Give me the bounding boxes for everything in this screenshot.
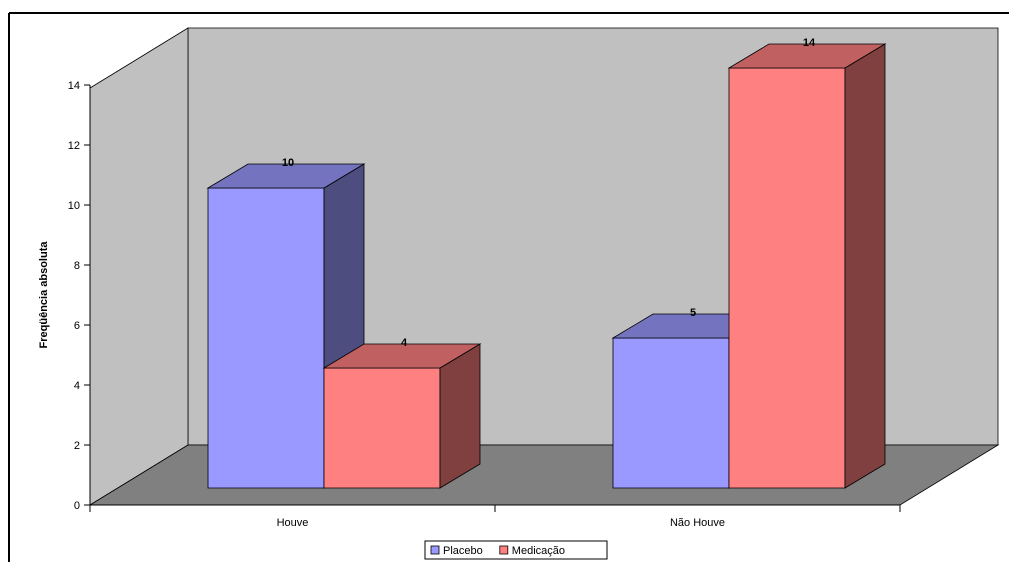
side-wall (89, 27, 189, 506)
data-label: 5 (690, 307, 696, 319)
data-label: 10 (282, 157, 294, 169)
data-label: 4 (401, 337, 408, 349)
x-category-label: Houve (277, 517, 309, 529)
y-tick-label: 2 (74, 440, 80, 452)
legend-label: Medicação (512, 545, 565, 557)
legend: Placebo Medicação (424, 540, 608, 560)
bar-side (439, 343, 481, 489)
bar-side (844, 43, 886, 489)
x-category-label: Não Houve (670, 517, 725, 529)
bar-top (727, 43, 887, 69)
y-tick-label: 8 (74, 260, 80, 272)
y-tick-label: 4 (74, 380, 80, 392)
y-axis-title: Freqüência absoluta (38, 241, 50, 349)
bar-front (323, 367, 441, 489)
legend-swatch (430, 545, 440, 555)
legend-label: Placebo (443, 545, 483, 557)
bar-front (612, 337, 730, 489)
bar-front (207, 187, 325, 489)
y-tick-label: 0 (74, 500, 80, 512)
bar-front (728, 67, 846, 489)
legend-box (424, 540, 608, 560)
bar-top (206, 163, 366, 189)
y-tick-label: 14 (68, 80, 80, 92)
legend-swatch (499, 545, 509, 555)
data-label: 14 (803, 37, 816, 49)
y-tick-label: 10 (68, 200, 80, 212)
bar-top (322, 343, 482, 369)
y-tick-label: 12 (68, 140, 80, 152)
y-tick-label: 6 (74, 320, 80, 332)
